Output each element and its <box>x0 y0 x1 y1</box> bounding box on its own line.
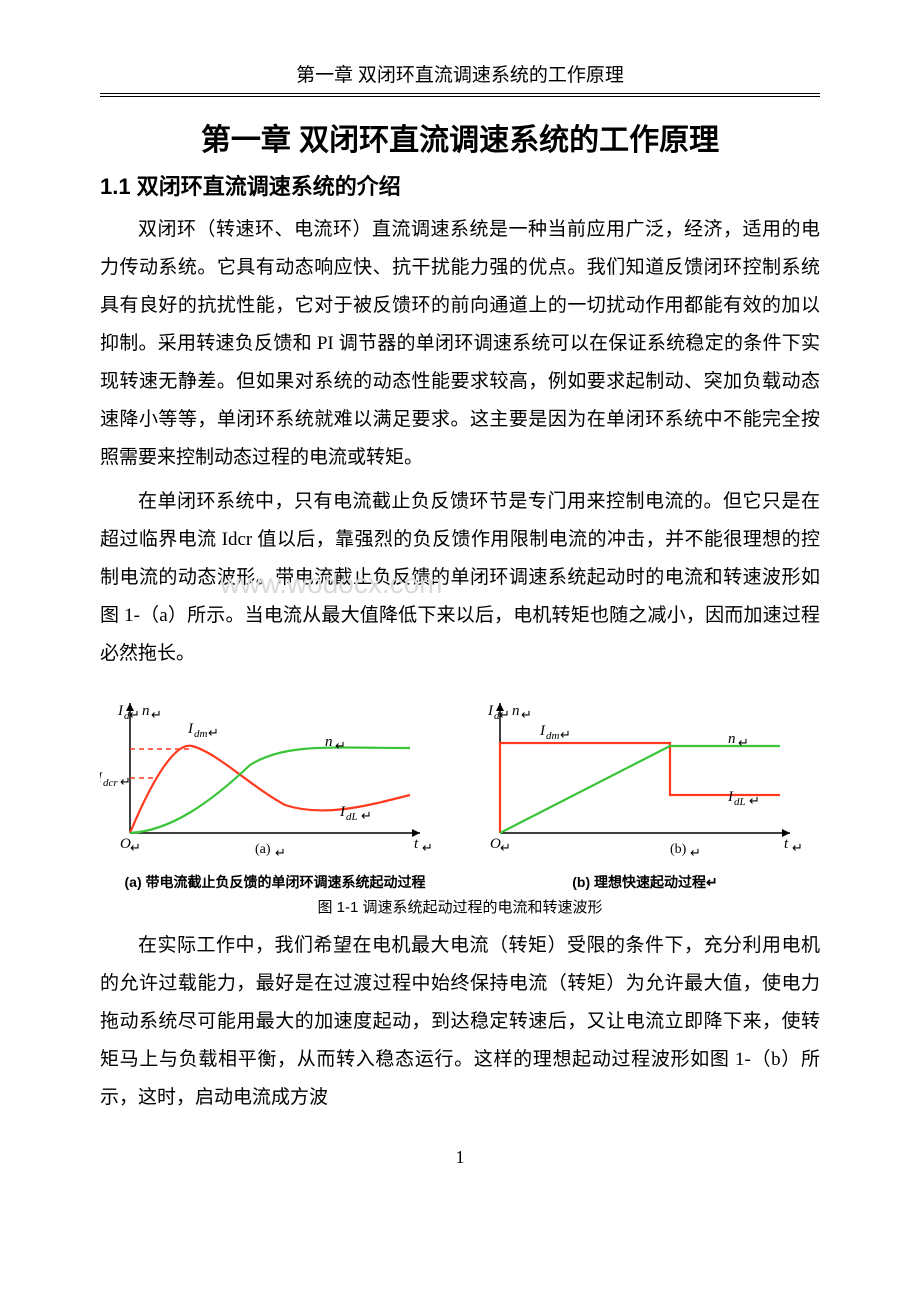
chapter-title: 第一章 双闭环直流调速系统的工作原理 <box>100 115 820 159</box>
paragraph-3: 在实际工作中，我们希望在电机最大电流（转矩）受限的条件下，充分利用电机的允许过载… <box>100 927 820 1117</box>
svg-text:n: n <box>142 703 150 719</box>
svg-text:↵: ↵ <box>690 845 701 860</box>
plot-b-svg: Id↵ n↵ Idm↵ n↵ IdL↵ O↵ t↵ (b)↵ <box>470 683 810 863</box>
svg-text:dm: dm <box>194 728 208 740</box>
svg-text:↵: ↵ <box>792 840 803 855</box>
svg-text:↵: ↵ <box>151 707 162 722</box>
svg-text:t: t <box>414 836 419 852</box>
svg-text:(b): (b) <box>670 842 687 857</box>
svg-text:↵: ↵ <box>208 725 219 740</box>
svg-text:dL: dL <box>734 796 746 808</box>
svg-text:n: n <box>325 734 333 750</box>
svg-text:I: I <box>539 723 546 739</box>
svg-text:↵: ↵ <box>129 707 140 722</box>
figure-caption: 图 1-1 调速系统起动过程的电流和转速波形 <box>100 896 820 917</box>
running-header: 第一章 双闭环直流调速系统的工作原理 <box>100 60 820 97</box>
svg-text:↵: ↵ <box>275 845 286 860</box>
figure-1-1-a: Id↵ n↵ Idm↵ Idcr↵ n↵ IdL↵ O↵ t↵ (a)↵ (a)… <box>100 683 450 892</box>
svg-text:I: I <box>187 721 194 737</box>
section-title: 1.1 双闭环直流调速系统的介绍 <box>100 169 820 201</box>
svg-text:↵: ↵ <box>499 707 510 722</box>
subcaption-a: (a) 带电流截止负反馈的单闭环调速系统起动过程 <box>100 872 450 892</box>
svg-text:I: I <box>487 703 494 719</box>
svg-text:n: n <box>728 731 736 747</box>
svg-text:↵: ↵ <box>422 840 433 855</box>
svg-text:I: I <box>339 804 346 820</box>
svg-text:↵: ↵ <box>120 774 131 789</box>
svg-text:↵: ↵ <box>738 735 749 750</box>
svg-text:↵: ↵ <box>749 793 760 808</box>
svg-text:(a): (a) <box>255 842 271 857</box>
plot-a-svg: Id↵ n↵ Idm↵ Idcr↵ n↵ IdL↵ O↵ t↵ (a)↵ <box>100 683 440 863</box>
svg-text:I: I <box>117 703 124 719</box>
svg-text:↵: ↵ <box>130 840 141 855</box>
svg-text:↵: ↵ <box>335 738 346 753</box>
page-number: 1 <box>100 1147 820 1168</box>
svg-text:I: I <box>727 789 734 805</box>
svg-text:dcr: dcr <box>103 777 118 789</box>
svg-text:dL: dL <box>346 811 358 823</box>
svg-text:↵: ↵ <box>500 840 511 855</box>
svg-text:↵: ↵ <box>560 727 571 742</box>
paragraph-1: 双闭环（转速环、电流环）直流调速系统是一种当前应用广泛，经济，适用的电力传动系统… <box>100 211 820 477</box>
subcaption-b: (b) 理想快速起动过程↵ <box>470 872 820 892</box>
svg-text:t: t <box>784 836 789 852</box>
svg-text:n: n <box>512 703 520 719</box>
svg-text:dm: dm <box>546 730 560 742</box>
paragraph-2: 在单闭环系统中，只有电流截止负反馈环节是专门用来控制电流的。但它只是在超过临界电… <box>100 483 820 673</box>
svg-text:↵: ↵ <box>361 808 372 823</box>
figure-1-1: Id↵ n↵ Idm↵ Idcr↵ n↵ IdL↵ O↵ t↵ (a)↵ (a)… <box>100 683 820 892</box>
figure-1-1-b: Id↵ n↵ Idm↵ n↵ IdL↵ O↵ t↵ (b)↵ (b) 理想快速起… <box>470 683 820 892</box>
svg-text:↵: ↵ <box>521 707 532 722</box>
